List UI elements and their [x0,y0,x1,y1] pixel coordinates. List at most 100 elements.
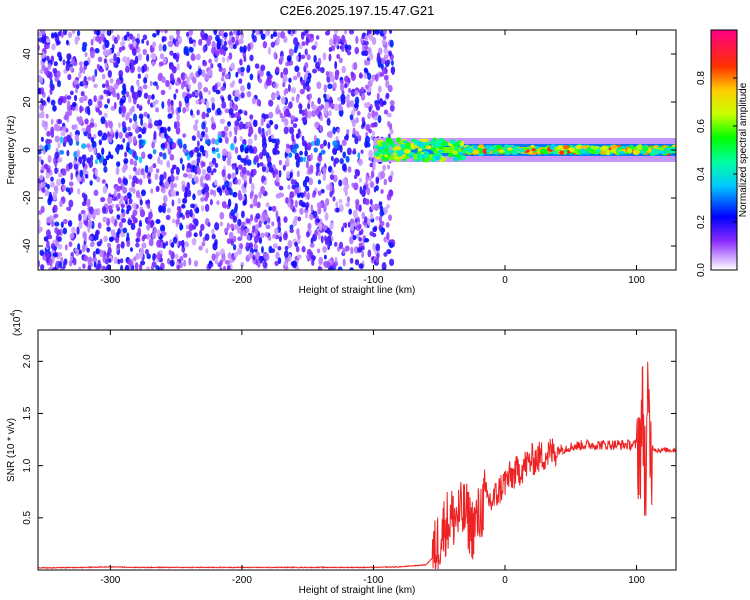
spectrogram-cell [205,191,210,199]
spectrogram-cell [132,166,137,172]
spectrogram-cell [261,141,268,149]
spectrogram-cell [659,150,667,155]
spectrogram-cell [89,206,94,215]
spectrogram-cell [341,34,346,44]
y-tick-label: -20 [22,190,33,205]
spectrogram-cell [275,90,280,98]
spectrogram-cell [62,260,66,270]
x-tick-label: -200 [232,575,252,586]
spectrogram-cell [259,162,264,167]
spectrogram-cell [354,130,360,138]
spectrogram-cell [301,41,306,47]
spectrogram-cell [309,164,314,172]
spectrogram-cell [336,128,340,134]
spectrogram-cell [251,32,255,40]
spectrogram-cell [343,186,348,193]
spectrogram-cell [52,252,58,258]
spectrogram-cell [299,88,305,95]
spectrogram-cell [159,206,165,212]
spectrogram-cell [131,202,137,209]
spectrogram-cell [275,106,280,115]
snr-plot-area [38,330,676,570]
spectrogram-cell [316,202,322,209]
spectrogram-cell [609,149,616,153]
spectrogram-cell [240,210,245,219]
spectrogram-cell [385,92,390,99]
spectrogram-cell [562,145,570,150]
spectrogram-cell [213,30,218,36]
spectrogram-cell [315,61,320,70]
spectrogram-cell [363,45,369,50]
spectrogram-cell [66,134,72,142]
spectrogram-cell [57,97,63,106]
spectrogram-cell [68,31,73,38]
spectrogram-cell [93,30,97,35]
spectrogram-cell [341,65,347,74]
spectrogram-cell [375,256,380,264]
snr-series-line [38,361,676,570]
spectrogram-cell [289,228,294,233]
spectrogram-cell [329,38,334,46]
spectrogram-cell [219,211,225,220]
spectrogram-cell [227,198,232,207]
spectrogram-cell [134,155,139,161]
spectrogram-cell [66,53,72,61]
spectrogram-cell [160,30,164,33]
spectrogram-cell [352,148,357,153]
spectrogram-cell [79,169,84,178]
spectrogram-cell [301,140,307,147]
spectrogram-cell [160,89,166,96]
spectrogram-cell [98,139,103,146]
spectrogram-cell [206,112,210,118]
spectrogram-cell [65,63,70,72]
spectrogram-cell [152,53,157,61]
spectrogram-cell [159,159,163,166]
spectrogram-cell [106,226,111,232]
spectrogram-cell [147,94,152,100]
spectrogram-cell [51,219,55,228]
spectrogram-cell [46,167,51,174]
spectrogram-cell [333,159,337,168]
spectrogram-cell [237,67,241,74]
spectrogram-cell [271,138,277,144]
spectrogram-cell [268,111,274,119]
spectrogram-cell [76,30,81,37]
spectrogram-cell [197,134,203,140]
spectrogram-cell [222,265,227,270]
spectrogram-cell [68,181,74,187]
spectrogram-cell [337,96,342,102]
spectrogram-cell [382,35,387,41]
spectrogram-cell [47,234,53,240]
spectrogram-cell [303,73,308,82]
spectrogram-cell [50,181,55,188]
spectrogram-cell [162,242,166,249]
spectrogram-cell [372,160,376,168]
spectrogram-cell [50,176,54,182]
spectrogram-cell [181,204,186,209]
spectrogram-cell [152,32,157,38]
spectrogram-cell [217,63,222,68]
spectrogram-cell [198,245,203,251]
spectrogram-cell [267,161,273,168]
spectrogram-cell [138,113,144,120]
colorbar-tick-label: 0.6 [696,119,707,133]
spectrogram-cell [90,38,94,46]
spectrogram-cell [339,83,345,92]
spectrogram-x-label: Height of straight line (km) [299,285,416,296]
spectrogram-cell [389,258,395,267]
spectrogram-cell [38,219,41,227]
spectrogram-cell [116,161,121,167]
spectrogram-cell [178,206,182,214]
spectrogram-cell [305,185,310,192]
spectrogram-cell [312,190,317,196]
spectrogram-cell [386,232,390,240]
spectrogram-cell [108,236,114,243]
spectrogram-cell [289,224,294,230]
spectrogram-cell [158,43,163,52]
spectrogram-cell [215,147,219,153]
spectrogram-cell [267,217,271,224]
spectrogram-cell [313,147,318,153]
spectrogram-cell [189,208,193,218]
spectrogram-cell [125,132,130,139]
spectrogram-cell [119,144,124,150]
